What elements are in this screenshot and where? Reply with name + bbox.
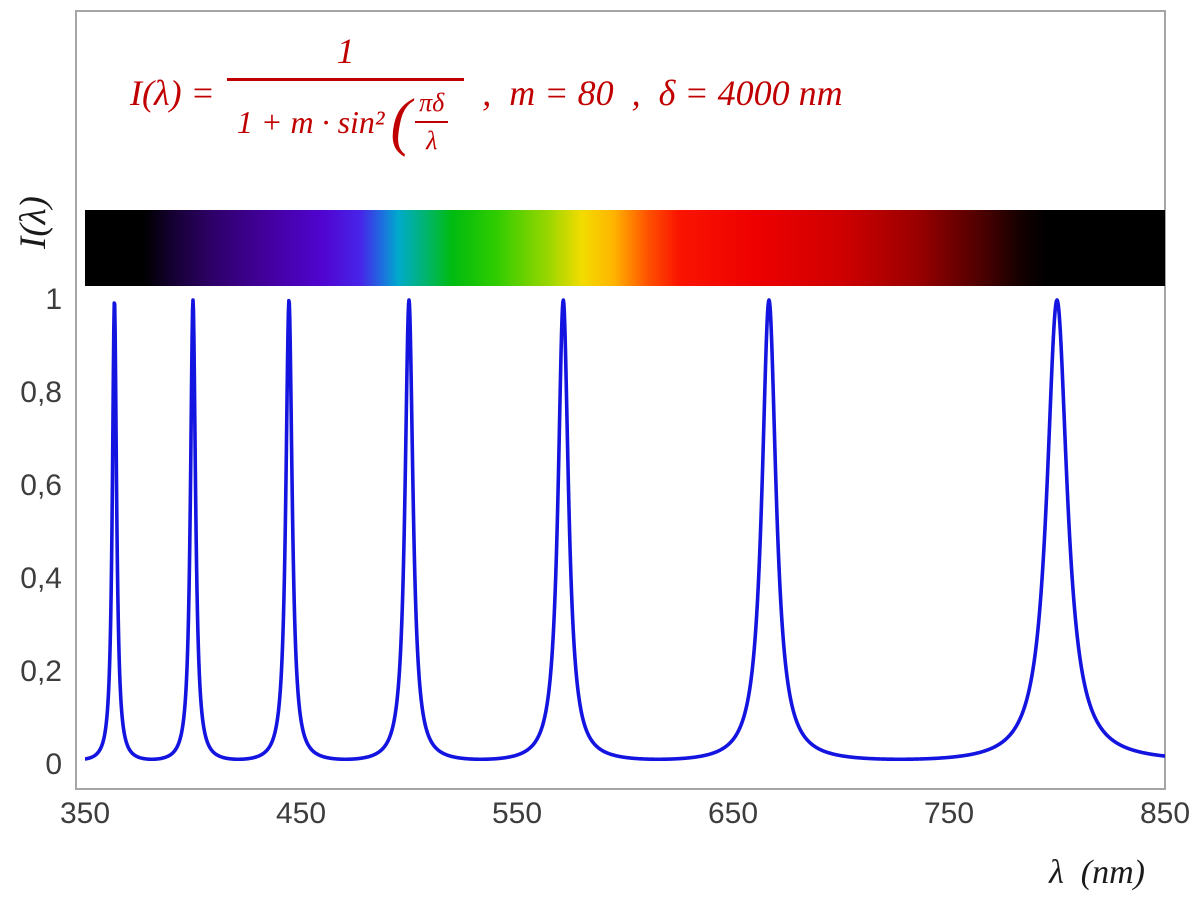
x-axis-title: λ (nm)	[1049, 854, 1145, 891]
y-tick-label: 1	[45, 283, 62, 316]
x-tick-label: 750	[923, 797, 975, 830]
x-tick-label: 450	[275, 797, 327, 830]
fraction-numerator: 1	[336, 31, 355, 71]
y-axis-title: I(λ)	[13, 196, 54, 249]
denominator-prefix: 1 + m · sin²	[236, 103, 385, 140]
y-tick-label: 0	[45, 748, 62, 781]
plot-border	[75, 10, 1166, 790]
x-tick-label: 350	[59, 797, 111, 830]
y-tick-label: 0,6	[20, 469, 62, 502]
formula-lhs: I(λ) =	[130, 73, 215, 113]
intensity-curve	[85, 298, 1165, 762]
formula-fraction: 1 1 + m · sin² ( πδ λ	[226, 30, 465, 156]
delta-parameter: δ = 4000 nm	[658, 73, 843, 113]
y-tick-label: 0,4	[20, 562, 62, 595]
inner-fraction: πδ λ	[415, 88, 449, 156]
inner-denominator: λ	[426, 126, 438, 155]
formula: I(λ) = 1 1 + m · sin² ( πδ λ , m = 80 , …	[130, 30, 843, 156]
inner-numerator: πδ	[419, 88, 445, 117]
x-tick-label: 650	[707, 797, 759, 830]
inner-fraction-bar	[415, 121, 449, 123]
fraction-bar	[226, 78, 465, 81]
y-tick-label: 0,8	[20, 376, 62, 409]
x-tick-label: 550	[491, 797, 543, 830]
x-tick-label: 850	[1139, 797, 1191, 830]
m-parameter: m = 80	[509, 73, 614, 113]
separator-comma: ,	[482, 73, 492, 113]
fraction-denominator: 1 + m · sin² ( πδ λ	[227, 88, 464, 156]
separator-comma: ,	[631, 73, 641, 113]
curve-path	[85, 298, 1165, 762]
visible-spectrum-bar	[85, 210, 1165, 286]
y-tick-label: 0,2	[20, 655, 62, 688]
